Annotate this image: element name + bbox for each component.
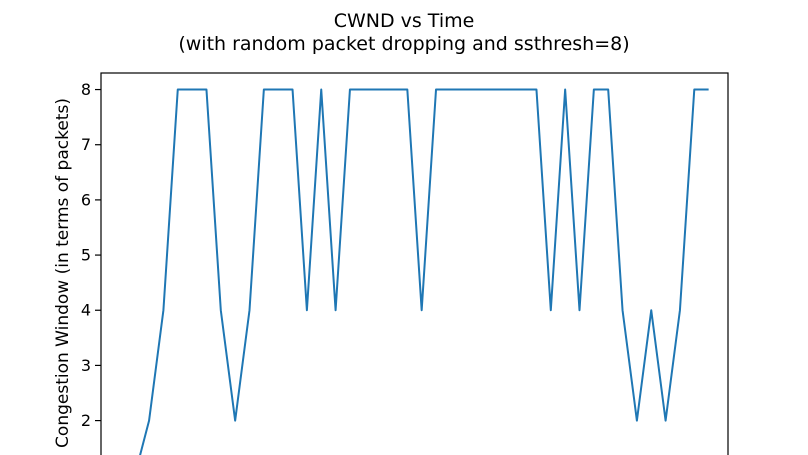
y-axis-label: Congestion Window (in terms of packets) bbox=[53, 98, 73, 448]
y-tick-label: 3 bbox=[81, 356, 91, 375]
y-tick-label: 2 bbox=[81, 411, 91, 430]
y-tick-label: 7 bbox=[81, 135, 91, 154]
y-tick-label: 6 bbox=[81, 190, 91, 209]
y-axis-ticks: 8 7 6 5 4 3 2 bbox=[81, 80, 101, 430]
y-tick-label: 8 bbox=[81, 80, 91, 99]
chart-subtitle: (with random packet dropping and ssthres… bbox=[178, 33, 629, 55]
plot-area bbox=[100, 72, 729, 455]
y-tick-label: 5 bbox=[81, 246, 91, 265]
chart-title: CWND vs Time bbox=[334, 10, 475, 32]
y-tick-label: 4 bbox=[81, 301, 91, 320]
cwnd-series-line bbox=[139, 88, 709, 455]
